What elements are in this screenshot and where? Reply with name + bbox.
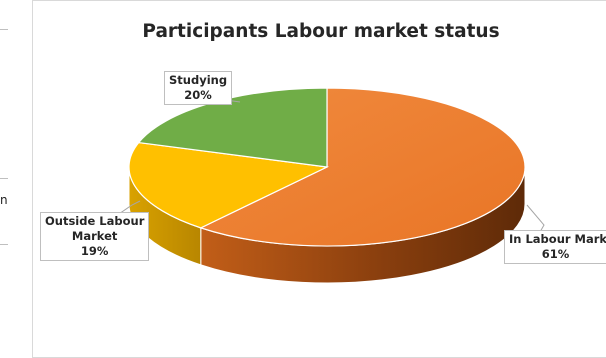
- left-gridline: [0, 29, 8, 30]
- label-value: 19%: [80, 244, 109, 258]
- pie-slice-in-labour-market[interactable]: [199, 87, 526, 247]
- pie-top-faces: [128, 87, 526, 247]
- label-category: Studying: [169, 73, 228, 87]
- left-gridline: [0, 178, 8, 179]
- left-gridline: [0, 244, 8, 245]
- leader-line-in-labour-market: [526, 204, 545, 233]
- label-category: In Labour Market: [509, 232, 606, 246]
- label-category: Market: [71, 229, 118, 243]
- label-value: 61%: [541, 247, 570, 261]
- label-value: 20%: [184, 88, 212, 102]
- data-label-in-labour-market: In Labour Market 61%: [504, 230, 606, 264]
- chart-title: Participants Labour market status: [142, 21, 500, 42]
- pie-slice-outside-labour-market[interactable]: [128, 141, 330, 229]
- data-label-studying: Studying 20%: [164, 71, 233, 105]
- label-category: Outside Labour: [45, 214, 145, 228]
- data-label-outside-labour-market: Outside Labour Market 19%: [40, 212, 150, 261]
- left-edge-text-fragment: n: [0, 193, 8, 207]
